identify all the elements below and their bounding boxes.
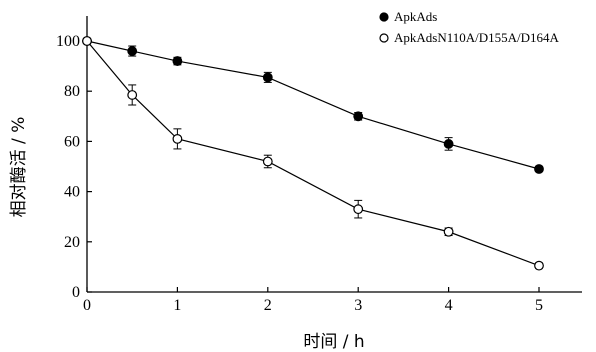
axes: 0 20 40 60 80 100 0 1 2 3 4 5 (56, 16, 582, 314)
series-layer (82, 36, 544, 271)
series-line (86, 40, 540, 170)
y-tick-label: 80 (64, 83, 80, 100)
x-tick-label: 1 (173, 297, 181, 314)
data-point (172, 133, 183, 144)
y-tick-label: 100 (56, 33, 80, 50)
legend: ApkAds ApkAdsN110A/D155A/D164A (379, 9, 560, 45)
data-point (353, 204, 364, 215)
x-tick-label: 2 (264, 297, 272, 314)
data-point (534, 260, 544, 271)
data-point (127, 90, 138, 100)
y-tick-label: 0 (72, 284, 80, 301)
legend-marker (379, 33, 389, 43)
data-point (172, 56, 183, 66)
x-tick-label: 0 (83, 297, 91, 314)
legend-marker (379, 12, 389, 22)
data-point (82, 36, 92, 46)
data-point (262, 72, 273, 83)
series-1 (82, 36, 544, 174)
legend-label: ApkAdsN110A/D155A/D164A (394, 30, 560, 45)
x-tick-label: 5 (535, 297, 543, 314)
data-point (443, 226, 454, 237)
y-tick-label: 40 (64, 184, 80, 201)
legend-label: ApkAds (394, 9, 437, 24)
data-point (262, 156, 273, 167)
x-axis-title: 时间 / h (303, 332, 364, 352)
series-2 (82, 36, 544, 271)
data-point (127, 46, 138, 56)
y-axis-title: 相对酶活 / % (9, 117, 29, 218)
data-point (443, 139, 454, 149)
x-tick-label: 3 (354, 297, 362, 314)
y-tick-label: 20 (64, 234, 80, 251)
y-tick-label: 60 (64, 133, 80, 150)
data-point (353, 111, 364, 122)
series-line (86, 40, 540, 267)
x-tick-label: 4 (445, 297, 453, 314)
data-point (534, 164, 544, 174)
